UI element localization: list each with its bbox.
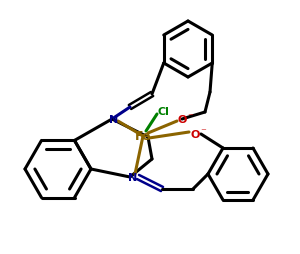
Text: N: N bbox=[110, 115, 118, 124]
Text: ⁻: ⁻ bbox=[187, 112, 193, 121]
Text: O: O bbox=[190, 130, 200, 139]
Text: ⁻: ⁻ bbox=[200, 126, 206, 136]
Text: N: N bbox=[128, 172, 138, 182]
Text: Fe: Fe bbox=[135, 130, 151, 143]
Text: O: O bbox=[177, 115, 187, 124]
Text: Cl: Cl bbox=[157, 107, 169, 117]
